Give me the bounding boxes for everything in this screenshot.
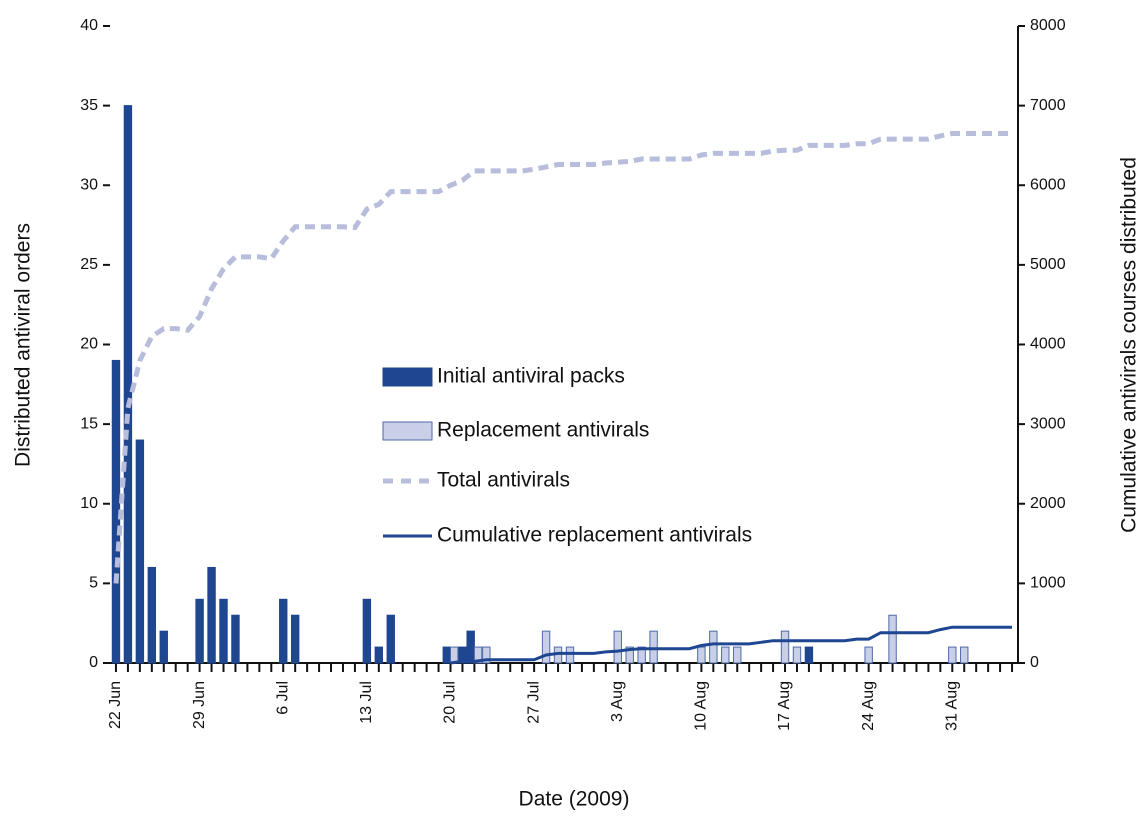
bar [231, 614, 240, 664]
bar [147, 566, 157, 664]
x-tick-label: 22 Jun [107, 681, 124, 729]
bar [709, 630, 718, 664]
bar [613, 630, 622, 664]
x-tick-label: 17 Aug [776, 681, 793, 731]
bar [466, 630, 475, 664]
bar [637, 646, 646, 664]
bar [733, 646, 742, 664]
y-tick-label: 0 [89, 654, 98, 671]
bar [123, 105, 133, 664]
bar [721, 646, 730, 664]
x-tick-label: 13 Jul [358, 681, 375, 724]
bar [290, 614, 300, 664]
y2-tick-label: 3000 [1030, 415, 1066, 432]
y-tick-label: 10 [80, 495, 98, 512]
y2-tick-label: 2000 [1030, 495, 1066, 512]
y2-tick-label: 7000 [1030, 97, 1066, 114]
y2-tick-label: 0 [1030, 654, 1039, 671]
x-axis-title: Date (2009) [519, 788, 630, 811]
y-tick-label: 5 [89, 575, 98, 592]
y-tick-label: 35 [80, 97, 98, 114]
bar [780, 630, 790, 664]
y-tick-label: 40 [80, 17, 98, 34]
bar [219, 598, 228, 664]
legend-label: Cumulative replacement antivirals [437, 524, 752, 547]
y2-tick-label: 8000 [1030, 17, 1066, 34]
x-tick-label: 24 Aug [860, 681, 877, 731]
y2-tick-label: 6000 [1030, 176, 1066, 193]
bar [159, 630, 168, 664]
y-tick-label: 15 [80, 415, 98, 432]
x-tick-label: 31 Aug [944, 681, 961, 731]
legend-label: Replacement antivirals [437, 419, 649, 442]
legend-swatch [382, 421, 433, 441]
y2-tick-label: 1000 [1030, 575, 1066, 592]
x-tick-label: 27 Jul [525, 681, 542, 724]
bar [482, 646, 491, 664]
legend-label: Total antivirals [437, 469, 570, 492]
bar [362, 598, 372, 664]
bar [804, 646, 814, 664]
line [450, 625, 1012, 665]
bar [541, 630, 551, 664]
bar [374, 646, 384, 664]
bar [207, 566, 216, 664]
bar [697, 646, 706, 664]
y-axis-title: Distributed antiviral orders [12, 223, 35, 467]
bar [960, 646, 969, 664]
x-tick-label: 20 Jul [442, 681, 459, 724]
legend-label: Initial antiviral packs [437, 365, 625, 388]
bar [864, 646, 873, 664]
bar [565, 646, 575, 664]
bar [649, 630, 658, 664]
bar [195, 598, 204, 664]
x-tick-label: 10 Aug [693, 681, 710, 731]
x-tick-label: 6 Jul [274, 681, 291, 715]
bar [450, 646, 459, 664]
bar [386, 614, 395, 664]
bar [458, 646, 467, 664]
legend-swatch [382, 367, 433, 387]
bar [625, 646, 634, 664]
x-tick-label: 3 Aug [609, 681, 626, 722]
bar [442, 646, 451, 664]
line [113, 131, 1012, 584]
y-tick-label: 25 [80, 256, 98, 273]
y-tick-label: 30 [80, 176, 98, 193]
bar [135, 439, 145, 664]
bar [792, 646, 802, 664]
y2-tick-label: 4000 [1030, 336, 1066, 353]
y2-tick-label: 5000 [1030, 256, 1066, 273]
y2-axis-title: Cumulative antivirals courses distribute… [1118, 157, 1141, 533]
y-tick-label: 20 [80, 336, 98, 353]
bar [473, 646, 483, 664]
x-tick-label: 29 Jun [191, 681, 208, 729]
bar [279, 598, 288, 664]
bar [888, 614, 897, 664]
bar [948, 646, 957, 664]
